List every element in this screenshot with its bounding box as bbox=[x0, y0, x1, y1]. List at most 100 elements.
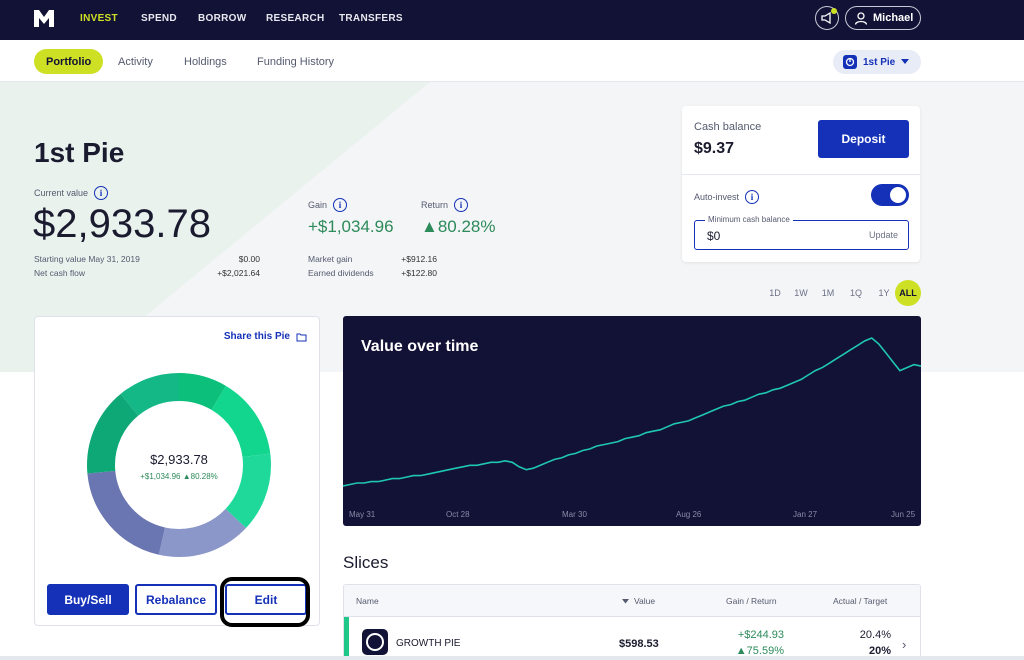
pie-donut-chart[interactable] bbox=[83, 369, 275, 561]
tab-holdings[interactable]: Holdings bbox=[184, 55, 227, 68]
nav-invest[interactable]: INVEST bbox=[80, 13, 118, 24]
auto-invest-text: Auto-invest bbox=[694, 192, 740, 202]
user-menu-button[interactable]: Michael bbox=[845, 6, 921, 30]
pie-slice-segment[interactable] bbox=[87, 373, 271, 557]
slice-return: ▲75.59% bbox=[735, 645, 784, 657]
range-1m[interactable]: 1M bbox=[821, 288, 835, 298]
market-gain-value: +$912.16 bbox=[401, 254, 437, 264]
share-icon bbox=[296, 333, 307, 341]
nav-research[interactable]: RESEARCH bbox=[266, 13, 325, 24]
gain-label: Gain i bbox=[308, 198, 348, 212]
pie-slice-segment[interactable] bbox=[87, 373, 271, 557]
cash-balance-value: $9.37 bbox=[694, 140, 735, 157]
col-value-label: Value bbox=[634, 596, 656, 606]
pie-selector-label: 1st Pie bbox=[863, 56, 896, 68]
pie-slice-segment[interactable] bbox=[87, 373, 271, 557]
gain-label-text: Gain bbox=[308, 200, 328, 210]
update-button[interactable]: Update bbox=[868, 230, 898, 240]
table-header: Name Value Gain / Return Actual / Target bbox=[344, 585, 920, 617]
value-chart-card: Value over time May 31 Oct 28 Mar 30 Aug… bbox=[343, 316, 921, 526]
donut-center-value: $2,933.78 bbox=[150, 451, 208, 467]
chart-title: Value over time bbox=[361, 338, 479, 355]
range-all[interactable]: ALL bbox=[895, 280, 921, 306]
pie-icon bbox=[843, 55, 857, 69]
return-value: ▲80.28% bbox=[421, 217, 496, 236]
tab-portfolio[interactable]: Portfolio bbox=[34, 49, 104, 74]
slice-target: 20% bbox=[868, 645, 891, 657]
auto-invest-toggle[interactable] bbox=[871, 184, 909, 206]
share-pie-link[interactable]: Share this Pie bbox=[224, 331, 307, 342]
value-line-chart[interactable] bbox=[343, 316, 921, 526]
pie-selector[interactable]: 1st Pie bbox=[833, 50, 921, 74]
page-title: 1st Pie bbox=[34, 137, 125, 168]
notification-dot bbox=[831, 8, 837, 14]
growth-pie-icon bbox=[362, 629, 388, 655]
slice-name[interactable]: GROWTH PIE bbox=[396, 638, 461, 649]
x-tick-label: Jan 27 bbox=[793, 510, 818, 519]
net-cash-flow-label: Net cash flow bbox=[34, 268, 86, 278]
info-icon[interactable]: i bbox=[333, 198, 348, 212]
return-label-text: Return bbox=[421, 200, 449, 210]
buy-sell-button[interactable]: Buy/Sell bbox=[47, 584, 129, 615]
sort-caret-icon bbox=[622, 598, 629, 603]
earned-dividends-label: Earned dividends bbox=[308, 268, 374, 278]
col-actual-target[interactable]: Actual / Target bbox=[833, 596, 888, 606]
x-tick-label: Mar 30 bbox=[562, 510, 587, 519]
current-value: $2,933.78 bbox=[33, 202, 211, 246]
nav-transfers[interactable]: TRANSFERS bbox=[339, 13, 403, 24]
toggle-knob bbox=[890, 187, 906, 203]
tab-activity[interactable]: Activity bbox=[118, 55, 153, 68]
page-bottom-edge bbox=[0, 656, 1024, 660]
tab-funding-history[interactable]: Funding History bbox=[257, 55, 335, 68]
slice-actual: 20.4% bbox=[859, 629, 891, 641]
info-icon[interactable]: i bbox=[745, 190, 760, 204]
min-cash-balance-field[interactable]: Minimum cash balance $0 Update bbox=[694, 215, 909, 250]
slice-color-bar bbox=[344, 617, 349, 659]
edit-button[interactable]: Edit bbox=[225, 584, 307, 615]
auto-invest-label: Auto-invest i bbox=[694, 190, 760, 204]
col-value[interactable]: Value bbox=[622, 596, 655, 606]
x-tick-label: May 31 bbox=[349, 510, 376, 519]
range-1y[interactable]: 1Y bbox=[878, 288, 890, 298]
announcements-button[interactable] bbox=[815, 6, 839, 30]
starting-value-label: Starting value May 31, 2019 bbox=[34, 254, 140, 264]
min-cash-balance-label: Minimum cash balance bbox=[705, 215, 793, 224]
earned-dividends-value: +$122.80 bbox=[401, 268, 437, 278]
pie-slice-segment[interactable] bbox=[87, 373, 271, 557]
sub-nav: Portfolio Activity Holdings Funding Hist… bbox=[0, 40, 1024, 82]
slice-value: $598.53 bbox=[619, 638, 659, 650]
megaphone-icon bbox=[821, 11, 831, 25]
cash-card: Cash balance $9.37 Deposit Auto-invest i… bbox=[682, 106, 920, 262]
deposit-button[interactable]: Deposit bbox=[818, 120, 909, 158]
nav-borrow[interactable]: BORROW bbox=[198, 13, 247, 24]
market-gain-label: Market gain bbox=[308, 254, 353, 264]
gain-value: +$1,034.96 bbox=[308, 217, 394, 236]
return-label: Return i bbox=[421, 198, 469, 212]
col-name[interactable]: Name bbox=[356, 596, 379, 606]
top-nav: INVEST SPEND BORROW RESEARCH TRANSFERS M… bbox=[0, 0, 1024, 40]
range-1d[interactable]: 1D bbox=[769, 288, 781, 298]
donut-center: $2,933.78 +$1,034.96 ▲80.28% bbox=[83, 369, 275, 561]
nav-spend[interactable]: SPEND bbox=[141, 13, 177, 24]
current-value-label: Current value i bbox=[34, 186, 109, 200]
x-tick-label: Oct 28 bbox=[446, 510, 470, 519]
user-name: Michael bbox=[873, 12, 914, 24]
info-icon[interactable]: i bbox=[454, 198, 469, 212]
slices-table: Name Value Gain / Return Actual / Target… bbox=[343, 584, 921, 660]
m1-logo[interactable] bbox=[33, 8, 55, 28]
chevron-right-icon[interactable]: › bbox=[902, 637, 907, 652]
donut-center-gain: +$1,034.96 ▲80.28% bbox=[140, 471, 218, 481]
slices-title: Slices bbox=[343, 553, 389, 572]
range-1w[interactable]: 1W bbox=[794, 288, 808, 298]
col-gain-return[interactable]: Gain / Return bbox=[726, 596, 777, 606]
share-pie-label: Share this Pie bbox=[223, 331, 290, 342]
rebalance-button[interactable]: Rebalance bbox=[135, 584, 217, 615]
x-tick-label: Aug 26 bbox=[676, 510, 702, 519]
slice-gain: +$244.93 bbox=[737, 629, 784, 641]
x-tick-label: Jun 25 bbox=[891, 510, 916, 519]
cash-balance-label: Cash balance bbox=[694, 121, 762, 133]
min-cash-balance-value[interactable]: $0 bbox=[707, 229, 721, 243]
edit-highlight-annotation bbox=[220, 577, 310, 627]
range-1q[interactable]: 1Q bbox=[849, 288, 862, 298]
info-icon[interactable]: i bbox=[94, 186, 109, 200]
